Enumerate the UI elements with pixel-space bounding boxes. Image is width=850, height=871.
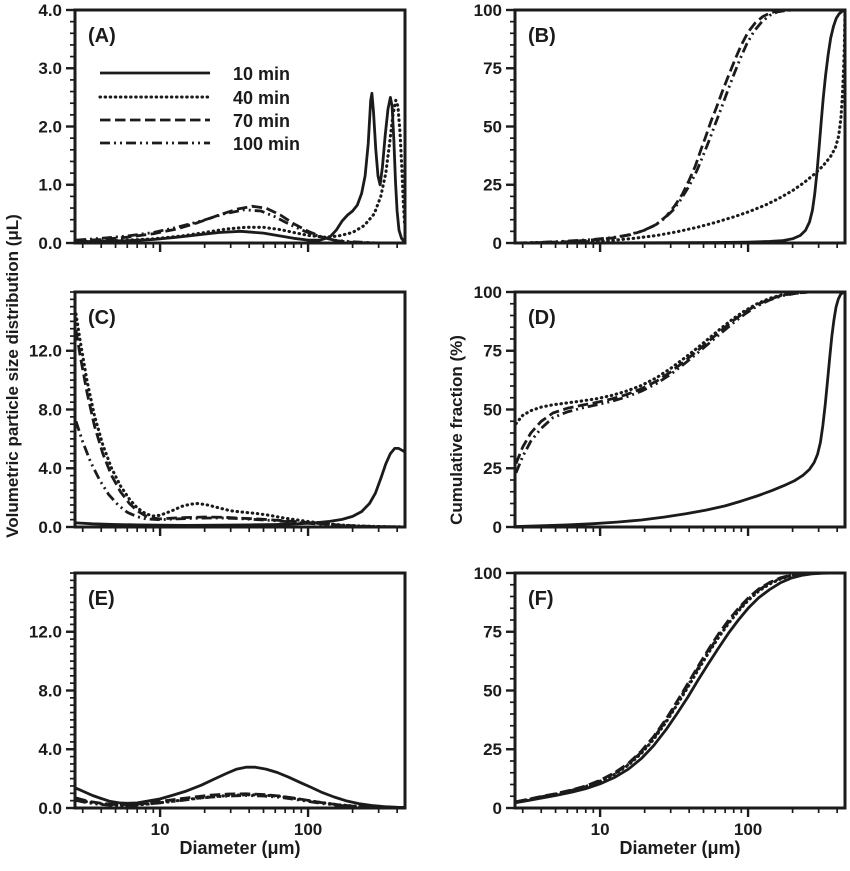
- y-tick-label: 1.0: [38, 176, 62, 195]
- y-tick-label: 25: [483, 740, 502, 759]
- y-tick-label: 12.0: [29, 623, 62, 642]
- y-tick-label: 100: [474, 564, 502, 583]
- panel-D: 0 25 50 75 100 (D): [474, 283, 847, 537]
- panel-label: (E): [88, 588, 115, 610]
- series-70-min-line: [515, 9, 845, 244]
- series-100-min-line: [515, 572, 845, 804]
- y-tick-label: 75: [483, 342, 502, 361]
- y-tick-label: 50: [483, 681, 502, 700]
- series-group: [514, 9, 846, 244]
- legend-label: 100 min: [233, 134, 300, 154]
- x-axis-title-left: Diameter (μm): [179, 838, 301, 858]
- y-tick-label: 0.0: [38, 518, 62, 537]
- series-10-min-line: [75, 765, 406, 809]
- y-tick-label: 100: [474, 1, 502, 20]
- y-tick-label: 8.0: [38, 400, 62, 419]
- legend-label: 70 min: [233, 111, 290, 131]
- panel-border: [513, 571, 847, 810]
- y-tick-label: 2.0: [38, 117, 62, 136]
- series-10-min-line: [515, 291, 846, 528]
- y-tick-label: 3.0: [38, 59, 62, 78]
- y-tick-label: 100: [474, 283, 502, 302]
- x-axis-title-right: Diameter (μm): [619, 838, 741, 858]
- panel-E: 0.0 4.0 8.0 12.0 10 100 (E): [29, 571, 407, 839]
- series-group: [74, 765, 406, 809]
- y-tick-label: 50: [483, 117, 502, 136]
- panel-label: (A): [88, 25, 116, 47]
- series-10-min-line: [75, 447, 406, 527]
- x-tick-label: 10: [151, 820, 170, 839]
- y-tick-label: 0.0: [38, 234, 62, 253]
- series-100-min-line: [75, 794, 406, 809]
- y-tick-label: 4.0: [38, 1, 62, 20]
- series-70-min-line: [74, 329, 405, 528]
- series-40-min-line: [514, 9, 846, 244]
- panel-B: 0 25 50 75 100 (B): [474, 1, 847, 253]
- series-10-min-line: [515, 9, 846, 244]
- y-tick-label: 75: [483, 59, 502, 78]
- right-y-axis-title: Cumulative fraction (%): [447, 335, 466, 525]
- x-tick-label: 100: [734, 820, 762, 839]
- panel-A: 0.0 1.0 2.0 3.0 4.0 (A) 10 min 40 min 70 min 100 …: [38, 1, 407, 253]
- series-100-min-line: [515, 9, 845, 244]
- legend-label: 40 min: [233, 88, 290, 108]
- series-group: [74, 312, 406, 528]
- x-tick-label: 10: [591, 820, 610, 839]
- x-tick-label: 100: [294, 820, 322, 839]
- y-tick-label: 0: [493, 234, 502, 253]
- series-group: [514, 291, 846, 528]
- panel-F: 0 25 50 75 100 10 100 (F): [474, 564, 847, 839]
- series-70-min-line: [75, 204, 405, 244]
- series-10-min-line: [515, 572, 845, 804]
- panel-label: (B): [528, 25, 556, 47]
- panel-C: 0.0 4.0 8.0 12.0 (C): [29, 290, 407, 537]
- y-tick-label: 0.0: [38, 799, 62, 818]
- series-group: [74, 91, 406, 244]
- y-tick-label: 25: [483, 176, 502, 195]
- series-100-min-line: [514, 291, 845, 474]
- series-40-min-line: [514, 291, 846, 426]
- left-y-axis-title: Volumetric particle size distribution (μ…: [3, 214, 22, 538]
- panel-label: (F): [528, 588, 554, 610]
- legend: 10 min 40 min 70 min 100 min: [98, 64, 300, 154]
- series-40-min-line: [514, 572, 846, 804]
- y-tick-label: 12.0: [29, 342, 62, 361]
- panel-border: [513, 8, 847, 245]
- series-10-min-line: [75, 91, 406, 244]
- y-tick-label: 75: [483, 623, 502, 642]
- y-tick-label: 4.0: [38, 459, 62, 478]
- y-tick-label: 0: [493, 518, 502, 537]
- series-100-min-line: [74, 420, 405, 528]
- series-group: [514, 572, 846, 804]
- panel-border: [73, 571, 407, 810]
- y-tick-label: 4.0: [38, 740, 62, 759]
- series-40-min-line: [74, 312, 406, 528]
- panel-label: (D): [528, 307, 556, 329]
- y-tick-label: 8.0: [38, 681, 62, 700]
- y-tick-label: 25: [483, 459, 502, 478]
- legend-label: 10 min: [233, 64, 290, 84]
- series-70-min-line: [75, 792, 406, 809]
- panel-label: (C): [88, 307, 116, 329]
- series-70-min-line: [514, 291, 845, 465]
- series-100-min-line: [75, 208, 405, 244]
- y-tick-label: 0: [493, 799, 502, 818]
- series-70-min-line: [515, 572, 845, 804]
- y-tick-label: 50: [483, 400, 502, 419]
- series-40-min-line: [74, 98, 406, 244]
